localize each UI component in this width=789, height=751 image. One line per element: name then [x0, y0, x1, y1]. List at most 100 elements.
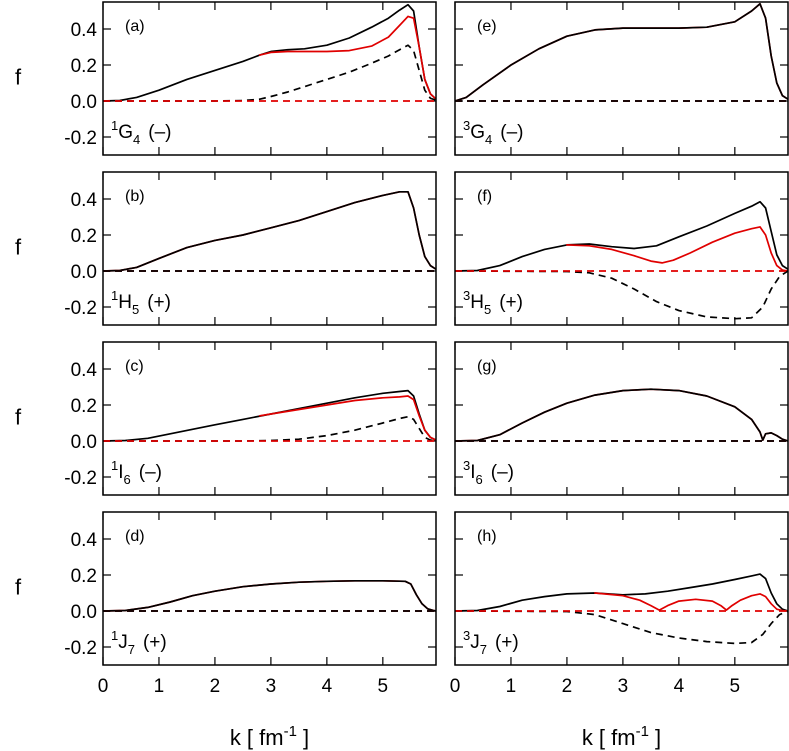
y-tick-label: -0.2	[64, 298, 97, 319]
series-line-black-solid	[455, 573, 788, 612]
panel-frame	[454, 171, 789, 326]
state-letter: H	[470, 292, 484, 313]
panel-frame	[102, 511, 437, 666]
series-line-black-solid	[103, 190, 436, 272]
state-parity: (–)	[491, 462, 514, 483]
y-tick-label: 0.0	[71, 432, 97, 453]
state-j-sub: 6	[124, 472, 131, 487]
y-tick-label: 0.4	[71, 190, 98, 211]
x-tick-label: 0	[98, 676, 109, 697]
panel-label: (f)	[477, 188, 492, 205]
x-tick-label: 4	[322, 676, 333, 697]
y-axis-label: f	[15, 405, 22, 430]
x-axis-label: k [ fm-1 ]	[582, 723, 661, 750]
x-tick-label: 0	[450, 676, 461, 697]
panel-b: 0.4 0.2 0.0 -0.2 f (b) 1H5 (+)	[15, 171, 437, 326]
state-spin-sup: 1	[111, 288, 118, 303]
y-tick-label: 0.2	[71, 566, 97, 587]
state-label: 3J7 (+)	[463, 628, 519, 657]
x-tick-label: 5	[378, 676, 389, 697]
state-parity: (+)	[143, 632, 167, 653]
state-label: 1I6 (–)	[111, 458, 162, 487]
panel-d: 0.40.20.0-0.2f(d)1J7 (+)0 1 2 3 4 5k [ fm-1 ]	[15, 511, 437, 750]
panel-c: 0.4 0.2 0.0 -0.2 f (c) 1I6 (–)	[15, 341, 437, 496]
state-spin-sup: 1	[111, 118, 118, 133]
panel-h: (h)3J7 (+)0 1 2 3 4 5k [ fm-1 ]	[450, 511, 789, 750]
state-j-sub: 5	[484, 302, 491, 317]
x-axis-label-main: k [ fm	[582, 725, 636, 750]
x-tick-label: 5	[730, 676, 741, 697]
x-tick-label: 3	[618, 676, 629, 697]
y-tick-label: 0.0	[71, 262, 97, 283]
series-line-red-solid	[103, 190, 436, 272]
state-letter: G	[470, 122, 485, 143]
series-line-red-solid	[455, 388, 788, 442]
panel-label: (a)	[125, 18, 145, 35]
series-line-red-solid	[594, 592, 788, 612]
state-parity: (+)	[147, 292, 171, 313]
series-line-black-dashed	[455, 610, 788, 645]
y-tick-label: -0.2	[64, 128, 97, 149]
state-letter: I	[118, 462, 123, 483]
y-axis-label: f	[15, 235, 22, 260]
series-line-black-solid	[455, 2, 788, 102]
state-parity: (+)	[495, 632, 519, 653]
state-j-sub: 7	[480, 642, 487, 657]
y-tick-label: 0.4	[71, 530, 98, 551]
x-tick-label: 3	[266, 676, 277, 697]
series-line-black-solid	[455, 200, 788, 272]
series-line-black-dashed	[455, 270, 788, 320]
state-label: 3I6 (–)	[463, 458, 514, 487]
state-j-sub: 6	[476, 472, 483, 487]
state-j-sub: 4	[133, 132, 140, 147]
panel-frame	[102, 171, 437, 326]
state-parity: (–)	[139, 462, 162, 483]
y-tick-label: 0.2	[71, 226, 97, 247]
panel-f: (f) 3H5 (+)	[454, 171, 789, 326]
series-line-black-solid	[455, 388, 788, 442]
state-parity: (–)	[148, 122, 171, 143]
series-line-black-solid	[103, 579, 436, 612]
x-tick-label: 1	[154, 676, 165, 697]
panel-g: (g) 3I6 (–)	[454, 341, 789, 496]
state-j-sub: 7	[128, 642, 135, 657]
state-j-sub: 5	[132, 302, 139, 317]
state-spin-sup: 3	[463, 458, 470, 473]
x-tick-label: 1	[506, 676, 517, 697]
x-axis-label-exponent: -1	[284, 723, 297, 740]
x-axis-label-main: k [ fm	[230, 725, 284, 750]
y-tick-label: 0.4	[71, 20, 98, 41]
y-tick-label: -0.2	[64, 468, 97, 489]
state-parity: (–)	[500, 122, 523, 143]
series-line-red-solid	[455, 2, 788, 102]
panel-frame	[102, 1, 437, 156]
y-tick-label: 0.2	[71, 396, 97, 417]
panel-a: 0.4 0.2 0.0 -0.2 f (a) 1G4 (–)	[15, 1, 437, 156]
panel-label: (b)	[125, 188, 145, 205]
x-axis-label-exponent: -1	[636, 723, 649, 740]
series-line-red-solid	[258, 15, 436, 101]
x-axis-label-close: ]	[297, 725, 309, 750]
series-line-red-solid	[566, 226, 788, 272]
panel-frame	[454, 1, 789, 156]
panel-label: (h)	[477, 528, 497, 545]
state-label: 1J7 (+)	[111, 628, 167, 657]
state-label: 3H5 (+)	[463, 288, 523, 317]
state-letter: I	[470, 462, 475, 483]
y-tick-label: 0.0	[71, 602, 97, 623]
panel-label: (g)	[477, 358, 497, 375]
x-tick-label: 2	[210, 676, 221, 697]
state-spin-sup: 3	[463, 288, 470, 303]
state-letter: J	[118, 632, 128, 653]
panel-frame	[454, 341, 789, 496]
state-label: 3G4 (–)	[463, 118, 523, 147]
series-line-red-solid	[258, 395, 436, 441]
y-tick-label: 0.0	[71, 92, 97, 113]
x-axis-label: k [ fm-1 ]	[230, 723, 309, 750]
state-spin-sup: 3	[463, 118, 470, 133]
panel-label: (c)	[125, 358, 144, 375]
panel-e: (e) 3G4 (–)	[454, 1, 789, 156]
y-axis-label: f	[15, 575, 22, 600]
panel-frame	[102, 341, 437, 496]
